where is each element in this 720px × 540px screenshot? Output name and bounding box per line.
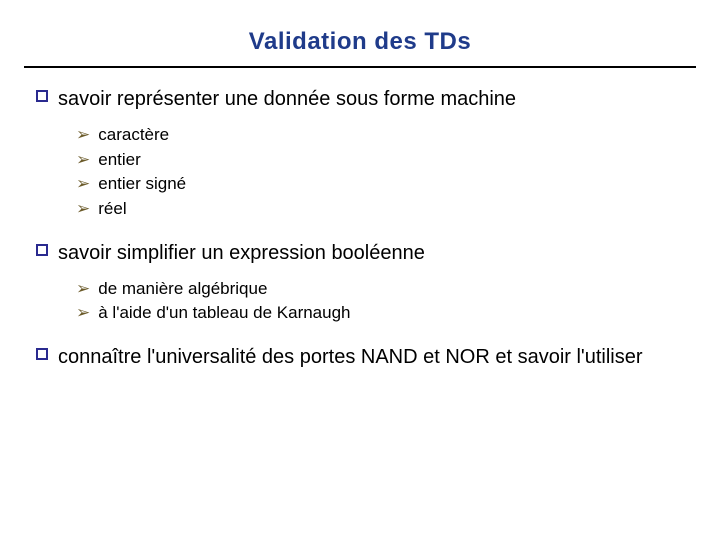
sub-list: ➢ caractère ➢ entier ➢ entier signé ➢ ré… — [36, 119, 696, 222]
topic-head: connaître l'universalité des portes NAND… — [36, 344, 696, 371]
sub-item: ➢ entier — [76, 148, 696, 173]
topic-head: savoir représenter une donnée sous forme… — [36, 86, 696, 113]
topic-block: connaître l'universalité des portes NAND… — [36, 344, 696, 371]
content-area: savoir représenter une donnée sous forme… — [24, 86, 696, 371]
square-bullet-icon — [36, 244, 48, 256]
sub-text: réel — [98, 197, 126, 222]
sub-list: ➢ de manière algébrique ➢ à l'aide d'un … — [36, 273, 696, 326]
topic-block: savoir simplifier un expression booléenn… — [36, 240, 696, 326]
square-bullet-icon — [36, 348, 48, 360]
sub-item: ➢ caractère — [76, 123, 696, 148]
sub-text: entier signé — [98, 172, 186, 197]
topic-text: connaître l'universalité des portes NAND… — [58, 344, 643, 371]
sub-text: de manière algébrique — [98, 277, 267, 302]
arrow-icon: ➢ — [76, 301, 90, 326]
arrow-icon: ➢ — [76, 277, 90, 302]
sub-text: caractère — [98, 123, 169, 148]
title-container: Validation des TDs — [24, 28, 696, 68]
sub-item: ➢ réel — [76, 197, 696, 222]
sub-text: entier — [98, 148, 141, 173]
arrow-icon: ➢ — [76, 197, 90, 222]
arrow-icon: ➢ — [76, 172, 90, 197]
sub-item: ➢ à l'aide d'un tableau de Karnaugh — [76, 301, 696, 326]
square-bullet-icon — [36, 90, 48, 102]
arrow-icon: ➢ — [76, 148, 90, 173]
topic-block: savoir représenter une donnée sous forme… — [36, 86, 696, 222]
sub-text: à l'aide d'un tableau de Karnaugh — [98, 301, 350, 326]
topic-head: savoir simplifier un expression booléenn… — [36, 240, 696, 267]
topic-text: savoir simplifier un expression booléenn… — [58, 240, 425, 267]
sub-item: ➢ de manière algébrique — [76, 277, 696, 302]
arrow-icon: ➢ — [76, 123, 90, 148]
topic-text: savoir représenter une donnée sous forme… — [58, 86, 516, 113]
slide-title: Validation des TDs — [24, 28, 696, 56]
sub-item: ➢ entier signé — [76, 172, 696, 197]
